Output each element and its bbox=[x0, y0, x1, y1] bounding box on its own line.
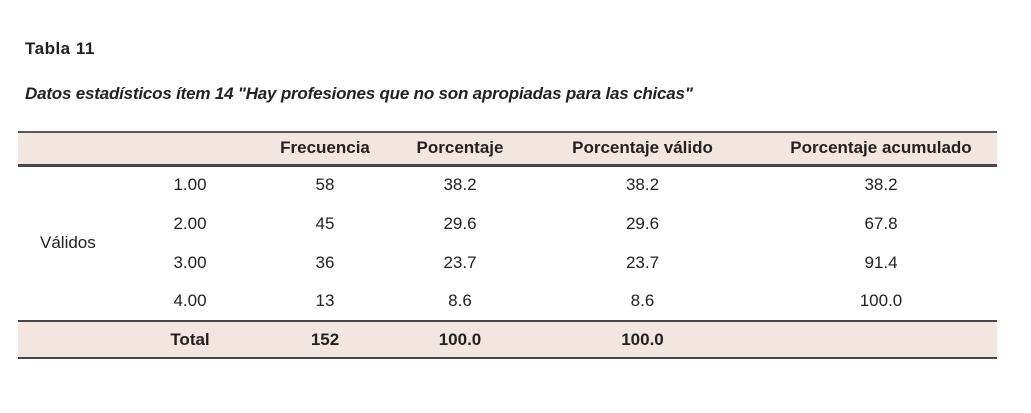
cell-frecuencia: 58 bbox=[315, 175, 335, 195]
cell-frecuencia: 45 bbox=[315, 213, 335, 233]
cell-porcentaje-acumulado: 100.0 bbox=[859, 291, 903, 310]
header-porcentaje-acumulado: Porcentaje acumulado bbox=[790, 138, 972, 158]
table-row: 2.00 45 29.6 29.6 67.8 bbox=[18, 204, 997, 243]
table-row: Válidos 1.00 58 38.2 38.2 38.2 bbox=[18, 165, 997, 252]
total-porcentaje: 100.0 bbox=[438, 329, 482, 349]
statistics-table: Frecuencia Porcentaje Porcentaje válido … bbox=[18, 131, 997, 359]
total-row: Total 152 100.0 100.0 bbox=[18, 321, 997, 358]
cell-porcentaje: 8.6 bbox=[448, 291, 472, 310]
cell-porcentaje: 38.2 bbox=[443, 175, 477, 195]
cell-porcentaje: 29.6 bbox=[443, 213, 477, 233]
cell-value: 3.00 bbox=[173, 252, 207, 272]
cell-porcentaje-acumulado: 67.8 bbox=[864, 213, 898, 233]
header-empty-value bbox=[130, 132, 250, 165]
total-frecuencia: 152 bbox=[310, 329, 340, 349]
total-porcentaje-valido: 100.0 bbox=[621, 329, 664, 349]
cell-porcentaje-valido: 38.2 bbox=[625, 175, 660, 195]
stub-validos-label: Válidos bbox=[40, 233, 96, 253]
cell-value: 4.00 bbox=[173, 291, 207, 310]
cell-frecuencia: 36 bbox=[315, 252, 335, 272]
cell-porcentaje-valido: 23.7 bbox=[625, 252, 660, 272]
header-porcentaje-valido: Porcentaje válido bbox=[572, 138, 713, 158]
cell-frecuencia: 13 bbox=[315, 291, 335, 310]
cell-porcentaje-acumulado: 38.2 bbox=[864, 175, 898, 195]
cell-porcentaje-acumulado: 91.4 bbox=[864, 252, 898, 272]
header-row: Frecuencia Porcentaje Porcentaje válido … bbox=[18, 132, 997, 165]
total-porcentaje-acumulado bbox=[765, 321, 997, 358]
cell-value: 1.00 bbox=[173, 175, 207, 195]
cell-porcentaje: 23.7 bbox=[443, 252, 477, 272]
cell-porcentaje-valido: 8.6 bbox=[630, 291, 655, 310]
table-row: 3.00 36 23.7 23.7 91.4 bbox=[18, 243, 997, 282]
header-porcentaje: Porcentaje bbox=[416, 138, 504, 158]
cell-porcentaje-valido: 29.6 bbox=[625, 213, 660, 233]
cell-value: 2.00 bbox=[173, 213, 207, 233]
header-empty-stub bbox=[18, 132, 130, 165]
table-caption: Datos estadísticos ítem 14 "Hay profesio… bbox=[25, 84, 693, 103]
table-number-label: Tabla 11 bbox=[25, 39, 95, 58]
header-frecuencia: Frecuencia bbox=[280, 138, 370, 158]
total-label: Total bbox=[170, 329, 210, 349]
total-empty-stub bbox=[18, 321, 130, 358]
table-row: 4.00 13 8.6 8.6 100.0 bbox=[18, 282, 997, 321]
